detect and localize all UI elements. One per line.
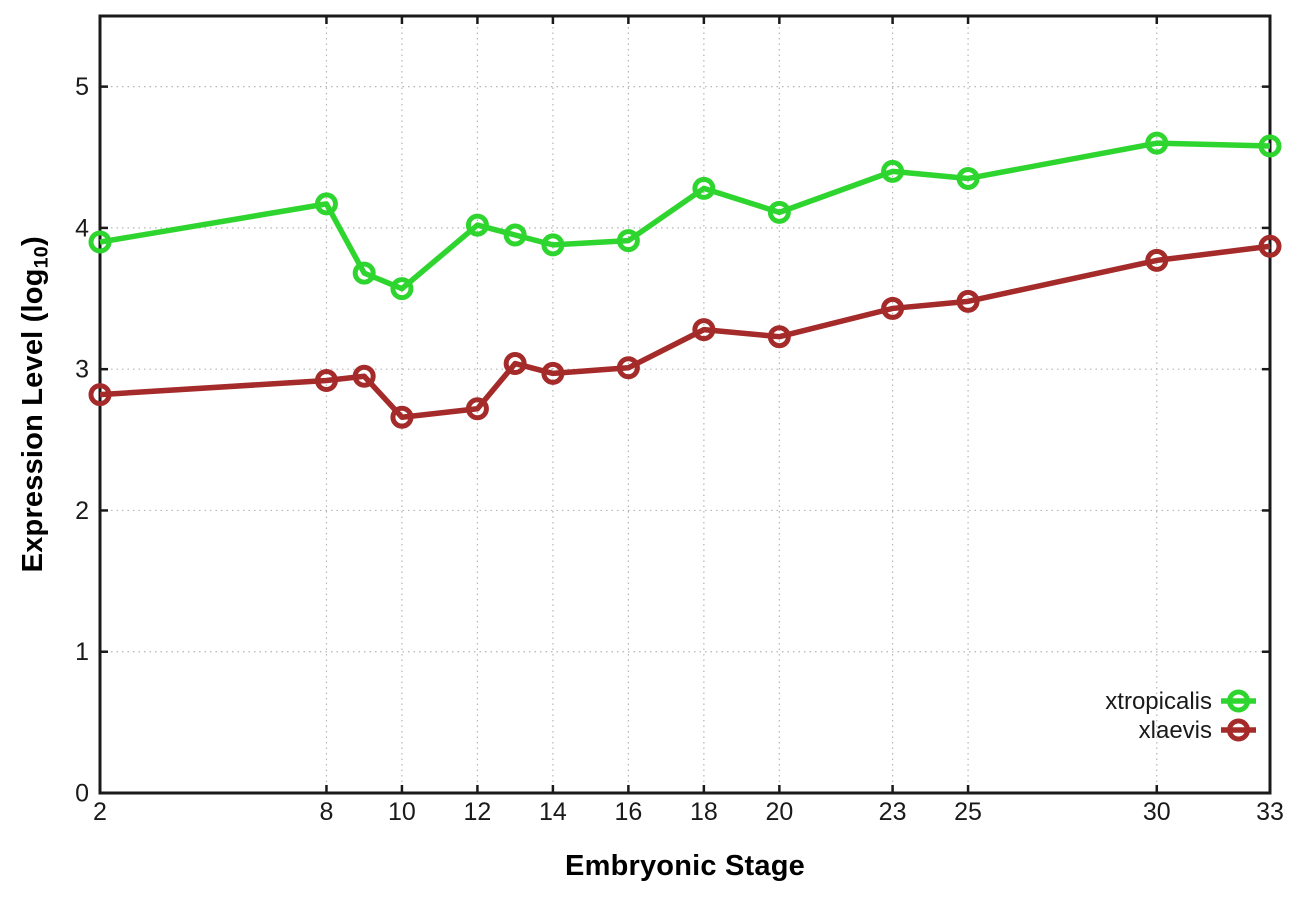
y-tick-labels: 0 1 2 3 4 5 xyxy=(75,73,89,807)
data-point-marker xyxy=(465,213,489,237)
data-point-marker xyxy=(767,325,791,349)
data-point-marker xyxy=(692,176,716,200)
series-line-xlaevis xyxy=(99,243,1271,420)
data-point-marker xyxy=(1145,131,1169,155)
legend-label-xlaevis: xlaevis xyxy=(1139,717,1212,744)
data-point-marker xyxy=(465,397,489,421)
legend-item-xtropicalis: xtropicalis xyxy=(1105,688,1256,715)
data-point-marker xyxy=(881,159,905,183)
y-tick-label: 4 xyxy=(75,214,89,242)
plot-border xyxy=(98,14,1272,795)
data-point-marker xyxy=(541,361,565,385)
x-tick-label: 2 xyxy=(93,798,107,826)
data-point-marker xyxy=(1258,234,1282,258)
x-tick-label: 10 xyxy=(388,798,416,826)
data-point-marker xyxy=(88,230,112,254)
data-point-marker xyxy=(881,296,905,320)
series-xtropicalis xyxy=(88,131,1282,301)
series-line-xtropicalis xyxy=(99,140,1271,292)
legend-marker-sample xyxy=(1227,689,1250,713)
x-axis-title: Embryonic Stage xyxy=(565,850,805,882)
y-tick-label: 5 xyxy=(75,73,89,101)
x-tick-label: 30 xyxy=(1143,798,1171,826)
x-tick-label: 14 xyxy=(539,798,567,826)
y-tick-label: 0 xyxy=(75,780,89,808)
x-tick-label: 16 xyxy=(614,798,642,826)
x-tick-label: 33 xyxy=(1256,798,1284,826)
y-tick-label: 2 xyxy=(75,497,89,525)
data-point-marker xyxy=(767,200,791,224)
x-tick-label: 25 xyxy=(954,798,982,826)
data-point-marker xyxy=(390,405,414,429)
x-tick-labels: 2 8 10 12 14 16 18 20 23 25 30 33 xyxy=(93,798,1284,826)
data-point-marker xyxy=(503,223,527,247)
axis-ticks xyxy=(98,16,1272,795)
series-xlaevis xyxy=(88,234,1282,429)
data-point-marker xyxy=(352,364,376,388)
legend-label-xtropicalis: xtropicalis xyxy=(1105,688,1212,715)
x-tick-label: 18 xyxy=(690,798,718,826)
data-point-marker xyxy=(541,233,565,257)
y-tick-label: 1 xyxy=(75,638,89,666)
x-tick-label: 8 xyxy=(319,798,333,826)
legend-marker-sample xyxy=(1227,718,1250,742)
data-point-marker xyxy=(616,229,640,253)
data-point-marker xyxy=(616,356,640,380)
x-tick-label: 20 xyxy=(765,798,793,826)
data-point-marker xyxy=(314,192,338,216)
legend-item-xlaevis: xlaevis xyxy=(1139,717,1256,744)
gridlines xyxy=(100,16,1270,793)
y-tick-label: 3 xyxy=(75,356,89,384)
x-tick-label: 23 xyxy=(879,798,907,826)
data-point-marker xyxy=(956,289,980,313)
data-point-marker xyxy=(352,261,376,285)
data-point-marker xyxy=(692,318,716,342)
data-point-marker xyxy=(956,166,980,190)
data-point-marker xyxy=(1145,248,1169,272)
data-point-marker xyxy=(314,368,338,392)
data-point-marker xyxy=(88,383,112,407)
x-tick-label: 12 xyxy=(464,798,492,826)
data-point-marker xyxy=(390,277,414,301)
data-point-marker xyxy=(503,352,527,376)
data-point-marker xyxy=(1258,134,1282,158)
